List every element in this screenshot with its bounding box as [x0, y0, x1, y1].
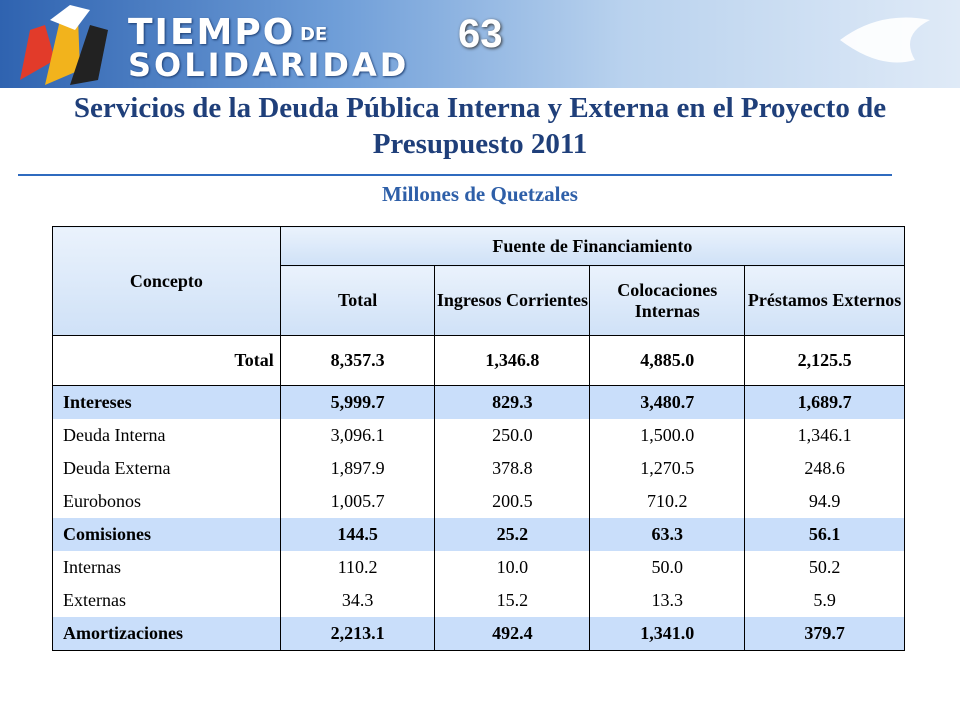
table-cell: 492.4	[434, 617, 591, 651]
hands-logo	[20, 5, 108, 85]
table-row: Intereses 5,999.7 829.3 3,480.7 1,689.7	[52, 385, 905, 419]
table-cell: 250.0	[434, 419, 591, 452]
table-cell: 4,885.0	[589, 335, 746, 386]
table-cell: Externas	[52, 584, 281, 617]
table-row: Deuda Externa 1,897.9 378.8 1,270.5 248.6	[52, 452, 905, 485]
table-cell: 2,213.1	[279, 617, 436, 651]
table-cell: 1,346.1	[744, 419, 905, 452]
table-cell: 50.0	[589, 551, 746, 584]
header-cell: Colocaciones Internas	[589, 265, 746, 336]
table-cell: 56.1	[744, 518, 905, 551]
logo-text: DE	[300, 24, 328, 45]
table-cell: 710.2	[589, 485, 746, 518]
dove	[840, 17, 930, 63]
table-cell: 3,480.7	[589, 385, 746, 419]
logo-text: TIEMPO	[128, 12, 296, 53]
header-cell: Préstamos Externos	[744, 265, 905, 336]
table-cell: 8,357.3	[279, 335, 436, 386]
subtitle: Millones de Quetzales	[382, 182, 578, 206]
table-cell: Eurobonos	[52, 485, 281, 518]
table-cell: 1,341.0	[589, 617, 746, 651]
table-cell: 1,500.0	[589, 419, 746, 452]
table-cell: Deuda Externa	[52, 452, 281, 485]
debt-table: Concepto Fuente de Financiamiento Total I…	[52, 226, 906, 651]
page-number: 63	[458, 12, 503, 56]
table-row: Comisiones 144.5 25.2 63.3 56.1	[52, 518, 905, 551]
table-cell: 50.2	[744, 551, 905, 584]
table-cell: 1,689.7	[744, 385, 905, 419]
table-cell: 248.6	[744, 452, 905, 485]
table-cell: 34.3	[279, 584, 436, 617]
table-row: Eurobonos 1,005.7 200.5 710.2 94.9	[52, 485, 905, 518]
table-cell: Deuda Interna	[52, 419, 281, 452]
table-cell: 3,096.1	[279, 419, 436, 452]
table-cell: 1,005.7	[279, 485, 436, 518]
title-rule	[18, 174, 892, 176]
table-cell: Total	[52, 335, 281, 386]
title: Servicios de la Deuda Pública Interna y …	[73, 92, 887, 160]
banner: TIEMPO DE SOLIDARIDAD 63	[0, 0, 960, 88]
table-cell: 144.5	[279, 518, 436, 551]
table-cell: 110.2	[279, 551, 436, 584]
table-cell: 378.8	[434, 452, 591, 485]
table-cell: 200.5	[434, 485, 591, 518]
table-cell: 15.2	[434, 584, 591, 617]
logo-text: SOLIDARIDAD	[128, 46, 410, 84]
table-cell: Amortizaciones	[52, 617, 281, 651]
table-cell: 5.9	[744, 584, 905, 617]
table-row: Total 8,357.3 1,346.8 4,885.0 2,125.5	[52, 335, 905, 386]
table-cell: 25.2	[434, 518, 591, 551]
table-cell: 63.3	[589, 518, 746, 551]
table-cell: Intereses	[52, 385, 281, 419]
table-cell: 1,897.9	[279, 452, 436, 485]
table-cell: Internas	[52, 551, 281, 584]
table-row: Internas 110.2 10.0 50.0 50.2	[52, 551, 905, 584]
table-cell: 5,999.7	[279, 385, 436, 419]
table-cell: 379.7	[744, 617, 905, 651]
table-cell: 10.0	[434, 551, 591, 584]
table-cell: Comisiones	[52, 518, 281, 551]
header-cell: Total	[279, 265, 436, 336]
header-cell: Fuente de Financiamiento	[279, 226, 906, 266]
header-cell: Concepto	[52, 226, 281, 336]
table-cell: 13.3	[589, 584, 746, 617]
table-cell: 829.3	[434, 385, 591, 419]
table-cell: 1,346.8	[434, 335, 591, 386]
table-cell: 94.9	[744, 485, 905, 518]
table-row: Deuda Interna 3,096.1 250.0 1,500.0 1,346.1	[52, 419, 905, 452]
table-row: Externas 34.3 15.2 13.3 5.9	[52, 584, 905, 617]
header-cell: Ingresos Corrientes	[434, 265, 591, 336]
table-cell: 2,125.5	[744, 335, 905, 386]
table-row: Amortizaciones 2,213.1 492.4 1,341.0 379.7	[52, 617, 905, 651]
table-cell: 1,270.5	[589, 452, 746, 485]
